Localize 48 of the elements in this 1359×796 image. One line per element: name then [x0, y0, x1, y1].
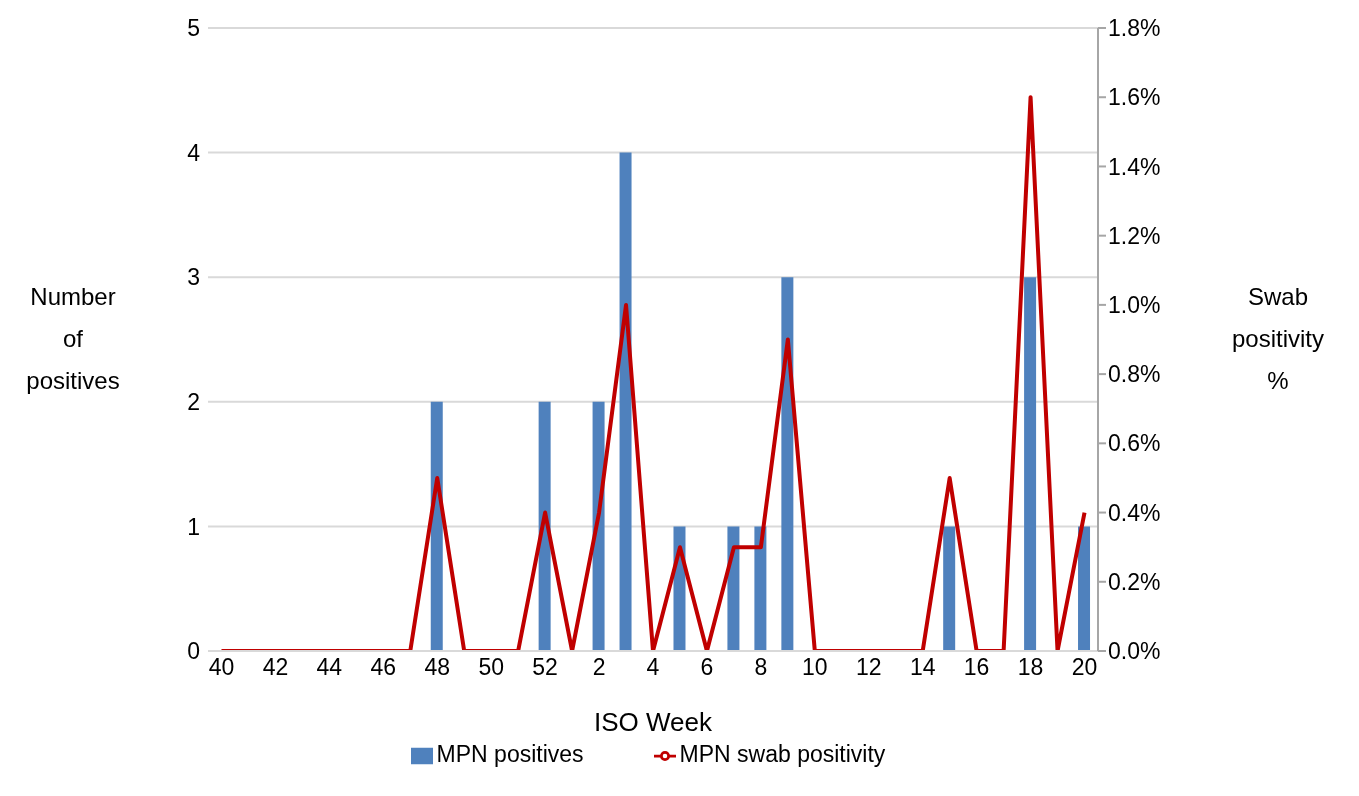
bar [430, 401, 443, 651]
x-tick-label: 40 [208, 654, 235, 681]
bar [538, 401, 551, 651]
bar [781, 277, 794, 651]
bar [943, 526, 956, 651]
y2-tick-label: 0.4% [1108, 499, 1161, 526]
y-tick-label: 3 [187, 264, 200, 291]
x-tick-label: 14 [909, 654, 936, 681]
bar [619, 152, 632, 651]
y2-tick-label: 1.0% [1108, 292, 1161, 319]
x-tick-label: 2 [592, 654, 606, 681]
legend-label: MPN positives [436, 741, 584, 767]
y2-tick-label: 0.2% [1108, 568, 1161, 595]
y-tick-label: 0 [187, 638, 200, 665]
y2-tick-label: 0.0% [1108, 638, 1161, 665]
x-tick-label: 48 [424, 654, 451, 681]
x-tick-label: 10 [802, 654, 828, 681]
x-tick-label: 46 [370, 654, 397, 681]
y-axis-title: Number of positives [25, 282, 121, 396]
x-tick-label: 4 [646, 654, 660, 681]
x-axis-title: ISO Week [593, 707, 713, 737]
bar [1078, 526, 1091, 651]
bar [1024, 277, 1037, 651]
y2-tick-label: 1.4% [1108, 153, 1161, 180]
y-tick-label: 4 [187, 139, 201, 166]
y-tick-label: 1 [187, 513, 200, 540]
x-tick-label: 50 [478, 654, 504, 681]
y2-tick-label: 1.2% [1108, 222, 1161, 249]
line-series [219, 95, 1087, 651]
y-tick-label: 5 [187, 15, 200, 42]
y2-tick-label: 1.6% [1108, 84, 1161, 111]
x-tick-label: 12 [855, 654, 882, 681]
bar [754, 526, 767, 651]
x-tick-label: 16 [963, 654, 990, 681]
x-tick-label: 6 [700, 654, 714, 681]
y2-tick-label: 0.6% [1108, 430, 1161, 457]
y-tick-label: 2 [187, 388, 200, 415]
y2-tick-label: 1.8% [1108, 15, 1161, 42]
x-tick-label: 20 [1071, 654, 1098, 681]
x-tick-label: 44 [316, 654, 343, 681]
x-tick-label: 52 [532, 654, 558, 681]
legend-label: MPN swab positivity [679, 741, 886, 767]
x-tick-label: 8 [754, 654, 768, 681]
y2-axis-title: Swab positivity % [1231, 282, 1325, 396]
x-tick-label: 42 [262, 654, 289, 681]
x-tick-label: 18 [1017, 654, 1044, 681]
bar [727, 526, 740, 651]
y2-tick-label: 0.8% [1108, 361, 1161, 388]
